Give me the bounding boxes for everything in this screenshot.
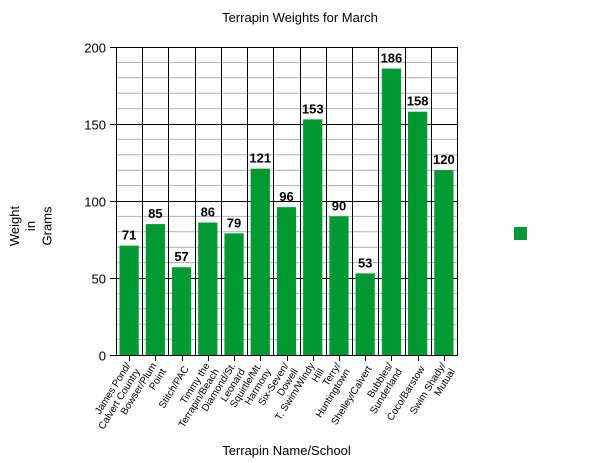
bar-value-label: 186 bbox=[381, 51, 403, 66]
bar bbox=[355, 273, 375, 355]
bar-value-label: 85 bbox=[148, 206, 162, 221]
y-tick-label: 0 bbox=[99, 349, 106, 364]
bar-value-label: 96 bbox=[279, 189, 293, 204]
bar bbox=[329, 216, 349, 355]
bar-value-label: 53 bbox=[358, 255, 372, 270]
bar-value-label: 71 bbox=[122, 228, 136, 243]
bar bbox=[119, 245, 139, 355]
bar bbox=[434, 170, 454, 355]
bar bbox=[276, 207, 297, 355]
bar bbox=[381, 68, 402, 355]
legend-swatch bbox=[514, 227, 527, 240]
bar bbox=[408, 111, 428, 356]
bar bbox=[171, 267, 192, 355]
bar-value-label: 153 bbox=[302, 101, 324, 116]
bar bbox=[250, 168, 270, 355]
bar-value-label: 158 bbox=[407, 94, 429, 109]
y-tick-label: 200 bbox=[84, 41, 106, 56]
y-tick-label: 150 bbox=[84, 118, 106, 133]
bar-value-label: 120 bbox=[433, 152, 455, 167]
bar bbox=[224, 233, 244, 355]
bar-value-label: 86 bbox=[201, 205, 215, 220]
y-tick-label: 100 bbox=[84, 195, 106, 210]
bar-value-label: 79 bbox=[227, 215, 241, 230]
bar bbox=[145, 224, 165, 355]
bar-value-label: 90 bbox=[332, 198, 346, 213]
bar-value-label: 121 bbox=[249, 151, 271, 166]
bar-value-label: 57 bbox=[174, 249, 188, 264]
x-axis-label: Terrapin Name/School bbox=[222, 443, 351, 458]
plot-border bbox=[116, 47, 458, 356]
bar bbox=[303, 119, 323, 355]
y-tick-label: 50 bbox=[92, 272, 106, 287]
chart-title: Terrapin Weights for March bbox=[222, 10, 378, 25]
bar bbox=[198, 222, 218, 355]
